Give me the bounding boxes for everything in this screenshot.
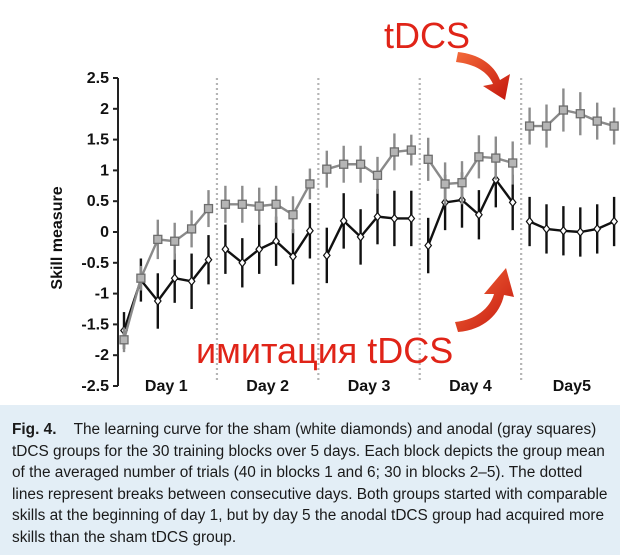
- sham-series-point: [272, 236, 281, 247]
- sham-series-line: [529, 220, 615, 234]
- y-tick-label: -1: [95, 286, 109, 303]
- anodal-series-point: [136, 273, 146, 283]
- y-tick-label: 0: [100, 224, 109, 241]
- sham-series-point: [289, 251, 297, 262]
- y-tick-label: 1: [100, 162, 109, 179]
- sham-series-point: [255, 244, 264, 255]
- y-tick-label: -2.5: [81, 378, 109, 395]
- anodal-series-point: [186, 224, 197, 234]
- y-tick-label: -0.5: [81, 255, 109, 272]
- anodal-series-point: [119, 335, 129, 345]
- sham-series-point: [508, 197, 517, 208]
- day-label: Day 1: [145, 378, 188, 395]
- sham-series-line: [325, 215, 412, 256]
- anodal-series-point: [609, 121, 619, 131]
- sham-series-point: [610, 216, 619, 227]
- day-label: Day5: [553, 378, 591, 395]
- sham-series-line: [427, 177, 514, 246]
- anodal-series-point: [457, 178, 467, 188]
- anodal-series-point: [508, 158, 518, 168]
- y-axis-label: Skill measure: [49, 186, 66, 289]
- y-tick-label: -1.5: [81, 316, 109, 333]
- y-tick-label: 2: [100, 101, 109, 118]
- y-axis: 2.5 2 1.5 1 0.5 0 -0.5 -1 -1.5 -2 -2.5: [81, 70, 119, 395]
- sham-series-point: [305, 225, 314, 236]
- day-label: Day 3: [348, 378, 391, 395]
- y-tick-label: -2: [95, 347, 109, 364]
- anodal-series-point: [170, 236, 180, 246]
- anodal-series-point: [305, 179, 315, 189]
- sham-series-point: [322, 250, 331, 261]
- sham-series-point: [373, 211, 382, 222]
- sham-series-point: [390, 213, 399, 224]
- sham-series-point: [474, 209, 483, 220]
- y-tick-label: 0.5: [87, 193, 109, 210]
- anodal-series-point: [491, 153, 501, 163]
- anodal-series-point: [524, 121, 535, 131]
- sham-series-point: [593, 223, 602, 234]
- anodal-series-point: [153, 234, 163, 245]
- figure-caption: Fig. 4. The learning curve for the sham …: [0, 405, 620, 555]
- anodal-series-point: [288, 210, 298, 220]
- sham-series: [120, 151, 619, 350]
- anodal-series-point: [355, 159, 366, 169]
- day-label: Day 4: [449, 378, 492, 395]
- anodal-series-point: [254, 201, 264, 211]
- annotation-sham-tdcs: имитация tDCS: [196, 330, 453, 371]
- anodal-series-point: [423, 154, 433, 164]
- sham-series-point: [221, 244, 230, 255]
- annotation-tdcs: tDCS: [384, 15, 470, 56]
- caption-text: The learning curve for the sham (white d…: [12, 421, 608, 546]
- day-break-lines: [215, 78, 523, 382]
- y-tick-label: 1.5: [87, 132, 109, 149]
- annotation-arrow-bottom: [455, 268, 514, 332]
- anodal-series: [119, 88, 619, 353]
- sham-series-point: [576, 227, 585, 237]
- anodal-series-point: [339, 159, 349, 169]
- sham-series-point: [542, 223, 551, 234]
- anodal-series-point: [440, 179, 450, 189]
- sham-series-point: [424, 240, 433, 251]
- day-label: Day 2: [246, 378, 289, 395]
- day-labels: Day 1 Day 2 Day 3 Day 4 Day5: [145, 378, 591, 395]
- caption-label: Fig. 4.: [12, 421, 57, 438]
- sham-series-point: [525, 216, 534, 227]
- anodal-series-point: [406, 145, 416, 155]
- sham-series-line: [224, 230, 311, 265]
- sham-series-point: [356, 231, 365, 242]
- anodal-series-point: [389, 147, 400, 157]
- y-tick-label: 2.5: [87, 70, 109, 87]
- series-layer: [119, 88, 619, 353]
- anodal-series-point: [575, 109, 585, 119]
- sham-series-point: [238, 257, 247, 268]
- sham-series-point: [339, 215, 348, 226]
- sham-series-point: [204, 254, 213, 265]
- sham-series-point: [153, 296, 162, 306]
- anodal-series-point: [372, 170, 383, 180]
- sham-series-point: [407, 213, 416, 224]
- anodal-series-point: [474, 152, 484, 162]
- sham-series-point: [559, 225, 568, 236]
- sham-series-point: [170, 273, 179, 284]
- anodal-series-point: [322, 164, 332, 174]
- sham-series-point: [187, 276, 196, 287]
- anodal-series-point: [203, 203, 214, 214]
- anodal-series-point: [541, 121, 552, 131]
- anodal-series-point: [558, 105, 569, 115]
- anodal-series-point: [271, 199, 281, 209]
- anodal-series-point: [237, 199, 247, 209]
- anodal-series-point: [592, 116, 602, 126]
- anodal-series-point: [220, 199, 231, 209]
- annotation-arrow-top: [456, 52, 510, 100]
